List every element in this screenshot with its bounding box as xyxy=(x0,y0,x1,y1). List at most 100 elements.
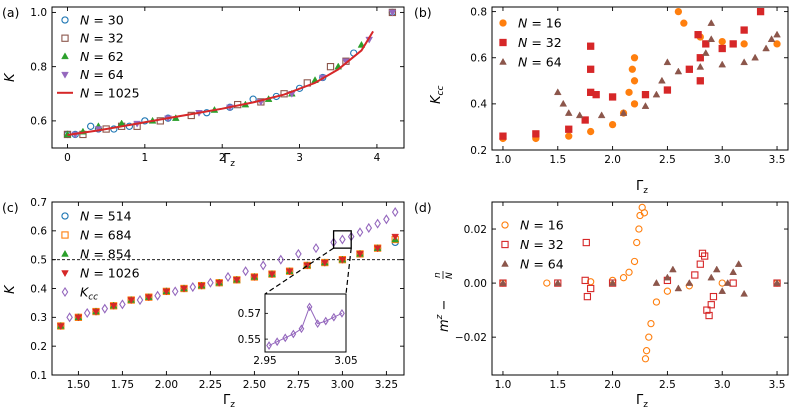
legend: N = 16 N = 32 N = 64 xyxy=(499,16,562,70)
inset-point xyxy=(298,324,305,334)
data-point xyxy=(628,65,636,73)
data-point xyxy=(680,19,688,27)
x-tick-label: 2.25 xyxy=(199,379,222,391)
data-point xyxy=(674,7,683,16)
data-point xyxy=(729,279,737,287)
data-point xyxy=(701,252,709,260)
data-point xyxy=(630,100,639,108)
data-point xyxy=(87,122,95,130)
data-layer xyxy=(499,203,781,363)
data-point xyxy=(658,76,666,84)
x-tick-label: 2.5 xyxy=(659,379,676,391)
data-point xyxy=(729,40,737,48)
plot-frame xyxy=(51,6,405,149)
inset: 2.95 3.05 0.55 0.57 xyxy=(238,230,358,367)
data-point xyxy=(696,260,704,268)
data-point xyxy=(277,254,285,265)
data-point xyxy=(740,40,748,48)
x-tick-label: 1.0 xyxy=(495,154,512,166)
panel-d: 1.0 1.5 2.0 2.5 3.0 3.5−0.020.000.02 N = 16N =… xyxy=(455,201,789,391)
data-point xyxy=(663,86,672,94)
legend-marker xyxy=(61,286,69,298)
data-point xyxy=(625,268,633,276)
y-tick-label: 0.2 xyxy=(470,145,487,157)
data-point xyxy=(119,299,126,310)
x-tick-label: 3.5 xyxy=(769,154,786,166)
y-tick-label: 1.0 xyxy=(30,7,47,19)
data-point xyxy=(641,90,650,99)
legend-label: N = 684 xyxy=(80,228,132,243)
data-point xyxy=(564,109,573,116)
inset-point xyxy=(274,337,281,347)
data-point xyxy=(565,125,573,133)
legend-marker xyxy=(61,212,69,220)
data-point xyxy=(326,63,335,71)
data-point xyxy=(144,294,153,302)
data-point xyxy=(553,88,562,96)
data-point xyxy=(740,26,748,34)
x-tick-label: 3 xyxy=(296,152,303,164)
legend-marker xyxy=(499,19,507,27)
panel-a-xlabel: Γz xyxy=(223,152,235,169)
legend-label: Kcc xyxy=(80,285,98,303)
data-point xyxy=(171,286,179,297)
data-point xyxy=(189,282,197,293)
x-tick-label: 3.5 xyxy=(769,379,786,391)
data-point xyxy=(630,257,639,266)
data-point xyxy=(66,312,73,323)
legend-marker xyxy=(61,270,69,278)
data-point xyxy=(641,355,650,363)
y-tick-label: −0.02 xyxy=(455,332,487,344)
x-tick-label: 3.0 xyxy=(714,379,731,391)
data-point xyxy=(339,234,346,245)
x-tick-label: 2.0 xyxy=(604,379,621,391)
data-point xyxy=(694,31,702,39)
inset-point xyxy=(330,312,337,322)
data-point xyxy=(718,279,726,287)
data-layer xyxy=(56,207,400,331)
inset-ticks: 2.95 3.05 0.55 0.57 xyxy=(238,308,358,367)
data-point xyxy=(718,37,726,46)
zoom-connector xyxy=(264,247,334,295)
legend-label: N = 62 xyxy=(80,49,124,64)
data-point xyxy=(224,271,232,283)
data-point xyxy=(180,285,188,293)
inset-point xyxy=(282,333,289,343)
legend-label: N = 1026 xyxy=(80,266,140,281)
legend-marker xyxy=(501,240,509,249)
x-tick-label: 3.25 xyxy=(375,379,398,391)
data-point xyxy=(707,19,716,26)
data-point xyxy=(553,279,562,286)
data-point xyxy=(729,268,738,276)
ticks: 1.0 1.5 2.0 2.5 3.0 3.5 0.2 0.4 0.6 0.8 xyxy=(470,6,788,166)
data-point xyxy=(388,9,397,17)
legend: N = 514 N = 684 N = 854 N = 1026 Kcc xyxy=(61,209,140,303)
data-point xyxy=(575,111,584,119)
data-point xyxy=(718,44,726,53)
data-point xyxy=(635,225,643,233)
data-point xyxy=(707,35,716,43)
data-point xyxy=(685,279,694,286)
legend-marker xyxy=(61,34,69,42)
inset-point xyxy=(314,319,321,329)
data-point xyxy=(756,7,765,16)
data-point xyxy=(365,222,373,233)
y-tick-label: 0.6 xyxy=(470,53,487,65)
data-point xyxy=(641,102,650,109)
zoom-box xyxy=(332,230,352,249)
data-point xyxy=(767,35,776,43)
data-point xyxy=(709,292,718,301)
data-point xyxy=(312,243,320,254)
data-point xyxy=(581,116,589,124)
x-tick-label: 0 xyxy=(64,152,71,164)
svg-text:n: n xyxy=(433,272,443,278)
inset-frame xyxy=(264,293,347,353)
data-point xyxy=(232,277,241,284)
data-point xyxy=(207,277,214,288)
legend-marker xyxy=(499,38,507,47)
x-tick-label: 4 xyxy=(374,152,381,164)
data-point xyxy=(92,308,100,316)
data-point xyxy=(619,274,628,282)
x-tick-label: 2.0 xyxy=(604,154,621,166)
data-point xyxy=(751,53,759,61)
